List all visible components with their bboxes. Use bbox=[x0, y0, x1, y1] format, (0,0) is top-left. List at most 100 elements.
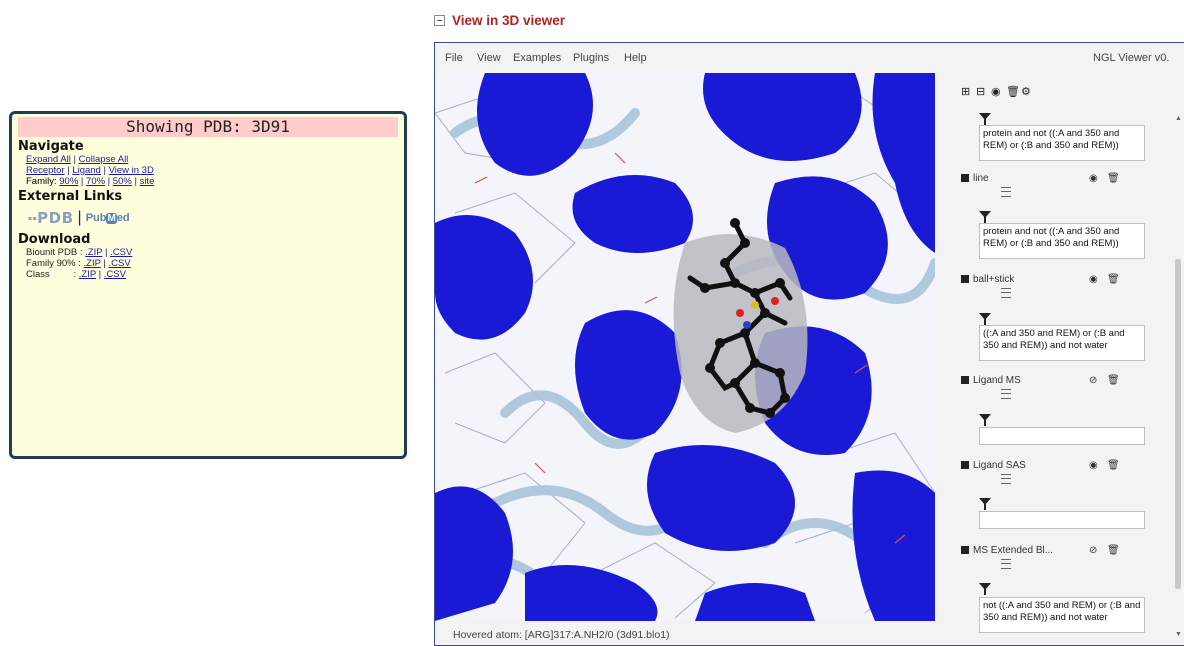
panel-title: Showing PDB: 3D91 bbox=[18, 117, 398, 137]
delete-all-icon[interactable]: 🗑 bbox=[1006, 86, 1020, 98]
family-50-link[interactable]: 50% bbox=[112, 176, 132, 187]
collapse-all-link[interactable]: Collapse All bbox=[78, 154, 129, 165]
component-ligand-ms[interactable]: Ligand MS bbox=[961, 375, 1021, 386]
sidebar-scrollbar[interactable]: ▲ ▼ bbox=[1171, 113, 1184, 641]
selection-filter-input[interactable]: protein and not ((:A and 350 and REM) or… bbox=[979, 125, 1145, 161]
biounit-zip-link[interactable]: .ZIP bbox=[85, 247, 103, 258]
component-menu-icon[interactable] bbox=[1001, 288, 1011, 298]
download-heading: Download bbox=[18, 232, 91, 247]
pubmed-logo-right: ed bbox=[116, 212, 130, 224]
visibility-eye-icon[interactable]: ◉ bbox=[1089, 173, 1098, 184]
delete-trash-icon[interactable]: 🗑 bbox=[1107, 375, 1120, 386]
menu-plugins[interactable]: Plugins bbox=[573, 52, 610, 64]
pubmed-logo-left: Pub bbox=[85, 212, 107, 224]
ngl-viewer: File View Examples Plugins Help NGL View… bbox=[434, 42, 1184, 646]
component-line[interactable]: line bbox=[961, 173, 989, 184]
pubmed-logo-m: M bbox=[106, 213, 117, 224]
download-label: Class : bbox=[26, 269, 77, 280]
family-label: Family: bbox=[26, 176, 57, 187]
family-site-link[interactable]: site bbox=[139, 176, 155, 187]
ms-extended-filter-input[interactable]: not ((:A and 350 and REM) or (:B and 350… bbox=[979, 597, 1145, 633]
delete-trash-icon[interactable]: 🗑 bbox=[1107, 173, 1120, 184]
ligand-ms-filter-input[interactable] bbox=[979, 427, 1145, 445]
visibility-eye-off-icon[interactable]: ⊘ bbox=[1089, 545, 1098, 556]
filter-icon[interactable] bbox=[979, 414, 991, 426]
download-row-biounit: Biounit PDB : .ZIP | .CSV bbox=[26, 247, 133, 258]
resize-handle-icon[interactable]: ⋮ bbox=[1180, 377, 1184, 388]
family-70-link[interactable]: 70% bbox=[86, 176, 106, 187]
component-menu-icon[interactable] bbox=[1001, 187, 1011, 197]
visibility-eye-icon[interactable]: ◉ bbox=[1089, 460, 1098, 471]
viewer-status-bar: Hovered atom: [ARG]317:A.NH2/0 (3d91.blo… bbox=[435, 621, 935, 645]
download-row-class: Class : .ZIP | .CSV bbox=[26, 269, 126, 280]
component-name: MS Extended Bl... bbox=[973, 545, 1054, 556]
family-csv-link[interactable]: .CSV bbox=[108, 258, 131, 269]
delete-trash-icon[interactable]: 🗑 bbox=[1107, 545, 1120, 556]
expand-all-icon[interactable]: ⊞ bbox=[961, 86, 971, 98]
component-ms-extended[interactable]: MS Extended Bl... bbox=[961, 545, 1053, 556]
viewer-section-header[interactable]: View in 3D viewer bbox=[434, 11, 565, 29]
molecule-canvas[interactable] bbox=[435, 73, 935, 621]
delete-trash-icon[interactable]: 🗑 bbox=[1107, 460, 1120, 471]
scroll-up-icon[interactable]: ▲ bbox=[1175, 115, 1182, 122]
biounit-csv-link[interactable]: .CSV bbox=[110, 247, 133, 258]
download-label: Biounit PDB : bbox=[26, 247, 83, 258]
receptor-link[interactable]: Receptor bbox=[26, 165, 65, 176]
class-zip-link[interactable]: .ZIP bbox=[78, 269, 97, 280]
settings-icon[interactable]: ⚙ bbox=[1021, 86, 1031, 98]
external-logos: ▪▪PDB | PubMed bbox=[28, 208, 398, 228]
scroll-thumb[interactable] bbox=[1175, 259, 1181, 589]
menu-view[interactable]: View bbox=[477, 52, 501, 64]
component-menu-icon[interactable] bbox=[1001, 474, 1011, 484]
line-filter-input[interactable]: protein and not ((:A and 350 and REM) or… bbox=[979, 223, 1145, 259]
component-ligand-sas[interactable]: Ligand SAS bbox=[961, 460, 1026, 471]
filter-icon[interactable] bbox=[979, 211, 991, 223]
viewer-brand: NGL Viewer v0. bbox=[1093, 52, 1170, 64]
view-in-3d-link[interactable]: View in 3D bbox=[108, 165, 154, 176]
component-ball-stick[interactable]: ball+stick bbox=[961, 274, 1014, 285]
ligand-sas-filter-input[interactable] bbox=[979, 511, 1145, 529]
menu-file[interactable]: File bbox=[445, 52, 463, 64]
pdb-logo-text: PDB bbox=[37, 209, 74, 227]
expand-all-link[interactable]: Expand All bbox=[26, 154, 71, 165]
navigate-heading: Navigate bbox=[18, 139, 84, 154]
visibility-eye-off-icon[interactable]: ⊘ bbox=[1089, 375, 1098, 386]
download-row-family: Family 90% : .ZIP | .CSV bbox=[26, 258, 131, 269]
info-panel: Showing PDB: 3D91 Navigate Expand All | … bbox=[9, 111, 407, 459]
external-links-heading: External Links bbox=[18, 189, 123, 204]
molecule-render bbox=[435, 73, 935, 621]
logo-separator: | bbox=[77, 209, 82, 226]
component-menu-icon[interactable] bbox=[1001, 559, 1011, 569]
component-name: Ligand MS bbox=[973, 375, 1021, 386]
viewer-section-title: View in 3D viewer bbox=[452, 12, 566, 28]
delete-trash-icon[interactable]: 🗑 bbox=[1107, 274, 1120, 285]
filter-icon[interactable] bbox=[979, 498, 991, 510]
menu-examples[interactable]: Examples bbox=[513, 52, 562, 64]
pdb-logo-link[interactable]: ▪▪PDB bbox=[28, 209, 74, 227]
collapse-toggle-icon[interactable] bbox=[434, 14, 445, 26]
scroll-down-icon[interactable]: ▼ bbox=[1175, 631, 1182, 638]
component-menu-icon[interactable] bbox=[1001, 389, 1011, 399]
class-csv-link[interactable]: .CSV bbox=[103, 269, 126, 280]
center-icon[interactable]: ◉ bbox=[991, 86, 1001, 98]
filter-icon[interactable] bbox=[979, 313, 991, 325]
navigate-row-receptor: Receptor | Ligand | View in 3D bbox=[26, 165, 154, 176]
family-90-link[interactable]: 90% bbox=[59, 176, 79, 187]
filter-icon[interactable] bbox=[979, 583, 991, 595]
ball-stick-filter-input[interactable]: ((:A and 350 and REM) or (:B and 350 and… bbox=[979, 325, 1145, 361]
component-name: ball+stick bbox=[973, 274, 1015, 285]
visibility-eye-icon[interactable]: ◉ bbox=[1089, 274, 1098, 285]
component-name: line bbox=[973, 173, 989, 184]
ligand-link[interactable]: Ligand bbox=[72, 165, 101, 176]
pubmed-logo-link[interactable]: PubMed bbox=[86, 212, 130, 224]
hovered-atom-status: Hovered atom: [ARG]317:A.NH2/0 (3d91.blo… bbox=[453, 629, 670, 641]
menu-help[interactable]: Help bbox=[624, 52, 647, 64]
component-name: Ligand SAS bbox=[973, 460, 1026, 471]
family-zip-link[interactable]: .ZIP bbox=[83, 258, 101, 269]
navigate-row-family: Family: 90% | 70% | 50% | site bbox=[26, 176, 155, 187]
filter-icon[interactable] bbox=[979, 113, 991, 125]
collapse-all-icon[interactable]: ⊟ bbox=[976, 86, 986, 98]
download-label: Family 90% : bbox=[26, 258, 81, 269]
viewer-menubar: File View Examples Plugins Help NGL View… bbox=[435, 43, 1184, 73]
navigate-row-expand: Expand All | Collapse All bbox=[26, 154, 129, 165]
